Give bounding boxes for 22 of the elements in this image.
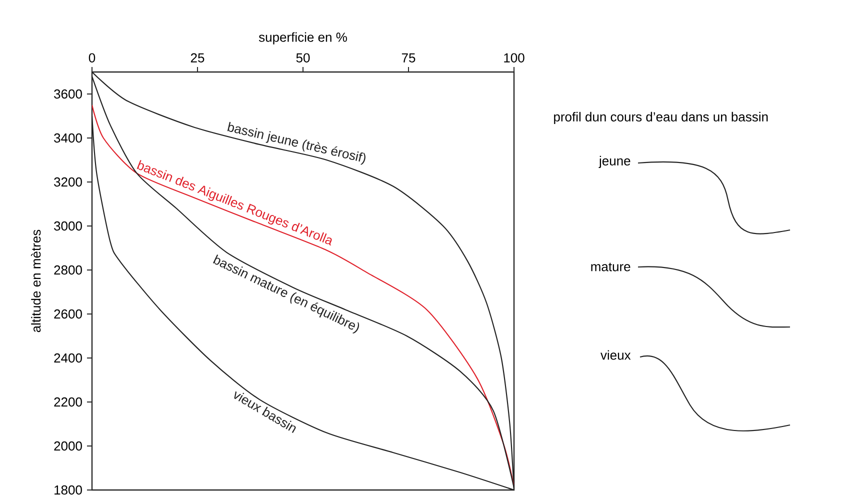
- y-tick-label: 2600: [54, 309, 82, 319]
- text: vieux: [600, 350, 631, 360]
- text: profil dun cours d’eau dans un bassin: [554, 112, 768, 124]
- y-tick-label: 1800: [54, 485, 82, 495]
- text: bassin jeune (très érosif): [227, 122, 366, 165]
- text: mature: [591, 262, 630, 272]
- y-tick-label: 2400: [54, 353, 82, 363]
- y-tick-label: 3200: [54, 177, 82, 187]
- y-axis-title: altitude en mètres: [30, 230, 41, 332]
- x-axis-title: superficie en %: [258, 32, 347, 44]
- y-tick-label: 2200: [54, 397, 82, 407]
- y-tick-label: 2800: [54, 265, 82, 275]
- y-tick-label: 3400: [54, 133, 82, 143]
- x-tick-label: 25: [190, 53, 204, 62]
- x-tick-label: 100: [504, 53, 524, 62]
- y-tick-label: 3000: [54, 221, 82, 231]
- y-tick-label: 2000: [54, 441, 82, 451]
- x-tick-label: 50: [296, 53, 310, 62]
- text: jeune: [598, 156, 630, 168]
- x-tick-label: 75: [402, 53, 416, 62]
- x-tick-label: 0: [88, 53, 96, 62]
- y-tick-label: 3600: [54, 89, 82, 99]
